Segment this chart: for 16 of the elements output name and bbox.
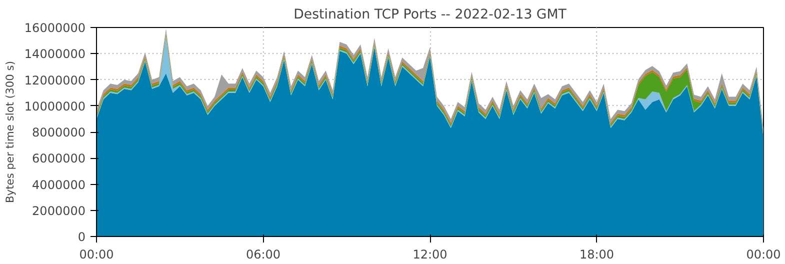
y-tick-label: 16000000 xyxy=(24,21,86,35)
x-tick-label: 00:00 xyxy=(79,248,114,262)
y-tick-label: 12000000 xyxy=(24,73,86,88)
y-axis-title: Bytes per time slot (300 s) xyxy=(3,60,16,204)
y-tick-label: 4000000 xyxy=(32,178,86,192)
y-tick-label: 0 xyxy=(78,230,86,244)
x-tick-label: 06:00 xyxy=(246,248,281,262)
x-tick-label: 00:00 xyxy=(746,248,781,262)
x-tick-label: 18:00 xyxy=(579,248,614,262)
chart-title: Destination TCP Ports -- 2022-02-13 GMT xyxy=(294,8,568,22)
y-tick-label: 2000000 xyxy=(32,204,86,218)
y-tick-label: 6000000 xyxy=(32,152,86,166)
y-tick-label: 14000000 xyxy=(24,47,86,62)
y-tick-label: 8000000 xyxy=(32,126,86,140)
x-tick-label: 12:00 xyxy=(412,248,448,262)
y-tick-label: 10000000 xyxy=(24,99,86,114)
